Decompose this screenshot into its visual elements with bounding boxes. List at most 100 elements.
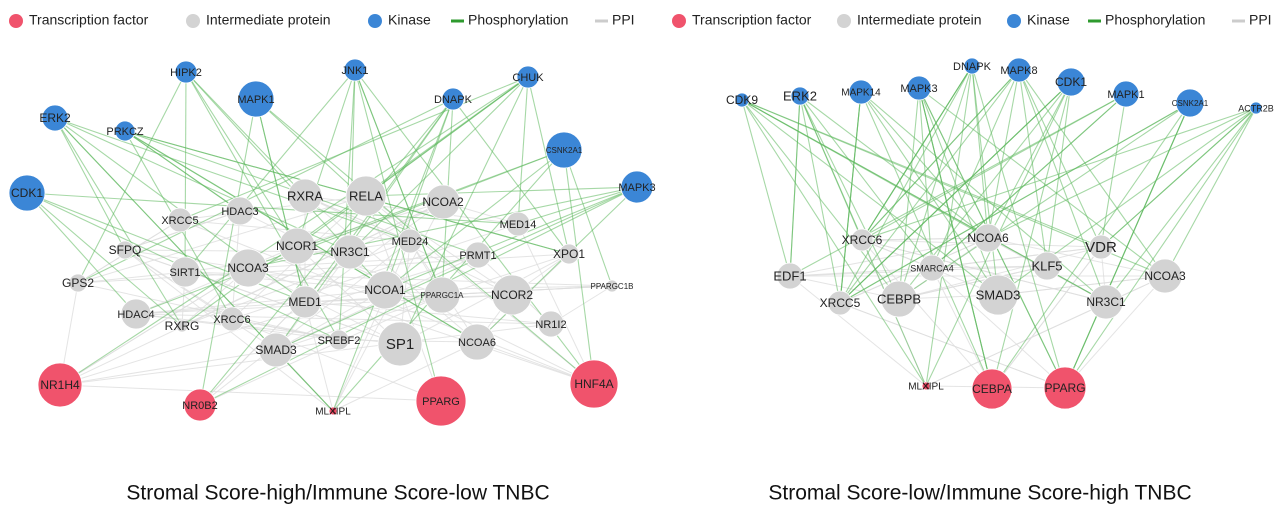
node-label: MLXIPL [315, 407, 351, 418]
ppi-edge [296, 245, 401, 345]
phosphorylation-edge [1164, 107, 1257, 277]
node-label: NCOA2 [422, 195, 464, 209]
phosphorylation-edge [452, 98, 570, 255]
node [68, 273, 88, 293]
phosphorylation-edge [1018, 69, 1166, 277]
phosphorylation-edge [931, 69, 1020, 269]
node [1006, 57, 1032, 83]
node-label: PRKCZ [106, 126, 144, 138]
node [345, 175, 387, 217]
node-label: NR1H4 [40, 378, 80, 392]
ppi-edge [789, 275, 900, 300]
node [287, 178, 323, 214]
phosphorylation-edge [296, 76, 529, 247]
node-label: NCOA6 [967, 231, 1009, 245]
phosphorylation-edge [54, 117, 411, 242]
node [971, 368, 1013, 410]
node-label: MAPK3 [618, 182, 655, 194]
node-cross [329, 407, 337, 415]
ppi-edge [181, 201, 444, 327]
node [516, 65, 540, 89]
node-label: NCOA1 [364, 283, 406, 297]
node-label: HIPK2 [170, 67, 202, 79]
phosphorylation-edge [517, 186, 638, 225]
ppi-edge [861, 239, 1107, 303]
legend-label: Phosphorylation [468, 12, 568, 28]
phosphorylation-edge [789, 95, 801, 277]
legend-label: Intermediate protein [857, 12, 982, 28]
phosphorylation-edge [839, 65, 973, 304]
phosphorylation-edge [179, 76, 529, 221]
phosphorylation-edge [332, 98, 454, 412]
ppi-edge [199, 240, 411, 406]
node [169, 256, 201, 288]
ppi-edge [59, 267, 249, 386]
ppi-edge [1064, 275, 1166, 389]
node-label: XRCC5 [820, 296, 861, 310]
node-label: SP1 [386, 336, 414, 353]
node-label: XRCC6 [213, 314, 250, 326]
node [425, 184, 461, 220]
node [545, 131, 583, 169]
phosphorylation-edge [918, 87, 1166, 277]
node-label: CDK1 [1055, 75, 1087, 89]
phosphorylation-edge [1018, 69, 1102, 248]
node [114, 120, 136, 142]
phosphorylation-edge [255, 98, 595, 385]
ppi-edge [199, 251, 351, 406]
node [1032, 251, 1062, 281]
legend-marker [1007, 14, 1021, 28]
ppi-edge [925, 275, 1166, 387]
node [1043, 366, 1087, 410]
ppi-edge [399, 253, 570, 345]
node [415, 375, 467, 427]
phosphorylation-edge [26, 192, 519, 225]
ppi-edge [789, 265, 1048, 277]
node-label: MAPK8 [1000, 65, 1037, 77]
legend-marker [9, 14, 23, 28]
phosphorylation-edge [898, 87, 920, 300]
node [569, 359, 619, 409]
node [1088, 284, 1124, 320]
node-label: NCOR2 [491, 288, 533, 302]
phosphorylation-edge [799, 95, 933, 269]
legend-label: Transcription factor [29, 12, 149, 28]
phosphorylation-edge [799, 95, 841, 304]
node-label: RXRG [165, 319, 200, 333]
legend-label: PPI [1249, 12, 1272, 28]
node-label: VDR [1085, 239, 1117, 256]
node [328, 329, 350, 351]
phosphorylation-edge [26, 192, 183, 327]
phosphorylation-edge [931, 93, 1127, 269]
ppi-edge [304, 201, 444, 303]
node-label: DNAPK [434, 94, 473, 106]
node-label: KLF5 [1031, 258, 1062, 273]
phosphorylation-edge [354, 69, 443, 296]
phosphorylation-edge [124, 130, 241, 212]
node-label: MAPK1 [237, 94, 274, 106]
node-label: SIRT1 [170, 267, 201, 279]
node [225, 196, 255, 226]
node [973, 223, 1003, 253]
node [1056, 67, 1086, 97]
phosphorylation-edge [199, 186, 638, 406]
phosphorylation-edge [861, 65, 973, 241]
node-label: NCOR1 [276, 239, 318, 253]
node-label: CEBPA [972, 382, 1012, 396]
node [219, 306, 245, 332]
node-label: NR1I2 [535, 319, 566, 331]
phosphorylation-edge [898, 65, 973, 300]
phosphorylation-edge [476, 186, 638, 343]
node [827, 290, 853, 316]
nodes: HIPK2 MAPK1 JNK1 DNAPK CHUK ERK2 PRKCZ CSNK2A1 C… [8, 57, 1274, 427]
node-label: NCOA3 [1144, 269, 1186, 283]
ppi-edge [898, 246, 1102, 300]
node [115, 240, 135, 260]
legend-label: Intermediate protein [206, 12, 331, 28]
phosphorylation-edge [918, 87, 993, 390]
phosphorylation-edge [384, 149, 565, 291]
phosphorylation-edge [860, 91, 993, 390]
node-label: MAPK1 [1107, 89, 1144, 101]
phosphorylation-edge [365, 186, 638, 197]
